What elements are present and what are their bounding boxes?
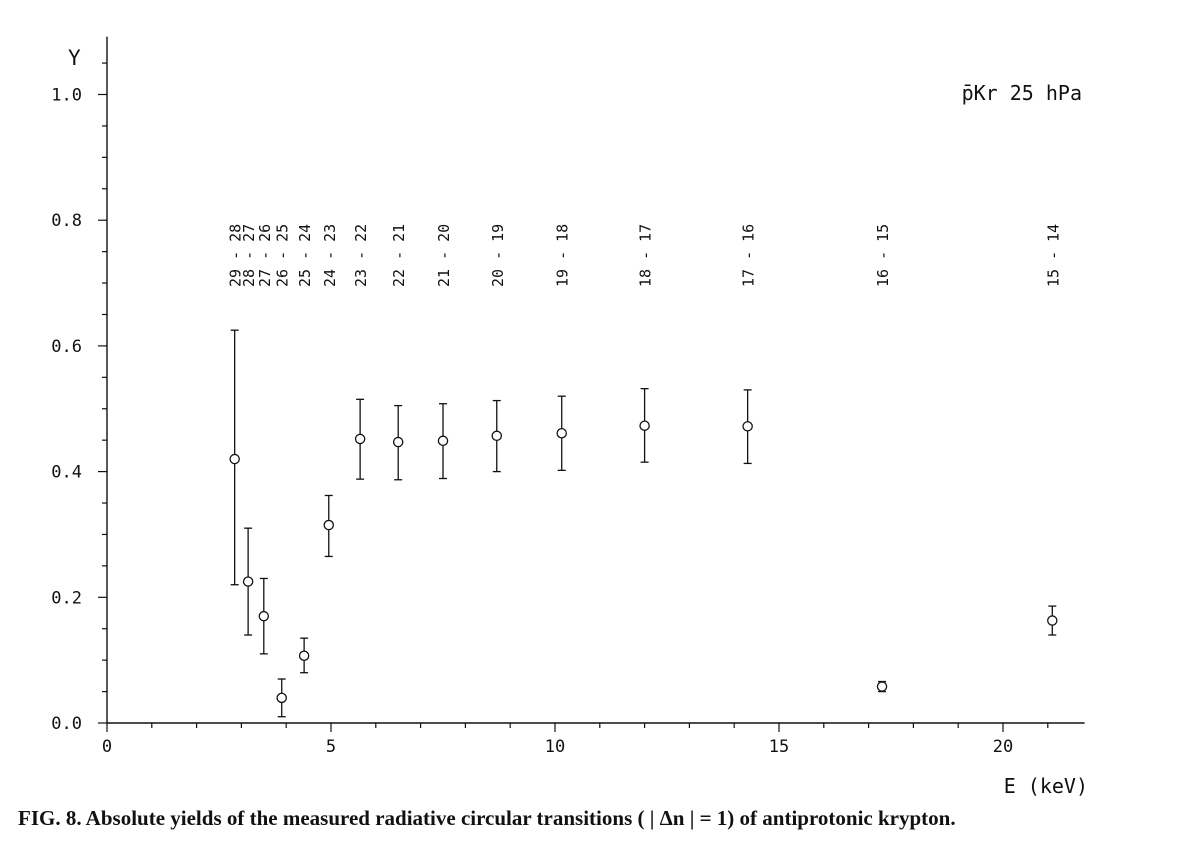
data-point	[1047, 605, 1058, 636]
y-tick-label: 1.0	[51, 86, 82, 106]
x-axis-label: E (keV)	[1004, 774, 1088, 798]
transition-label: 19 - 18	[554, 224, 572, 287]
annotation-label: p̄Kr 25 hPa	[962, 81, 1082, 105]
y-tick-label: 0.4	[51, 463, 82, 483]
data-point	[298, 637, 310, 674]
transition-label: 22 - 21	[390, 224, 408, 287]
transition-label: 17 - 16	[740, 224, 758, 287]
data-point	[742, 389, 753, 465]
y-axis-label: Y	[68, 46, 81, 70]
x-ticks: 0 5 10 15 20	[102, 723, 1049, 757]
transition-label: 24 - 23	[321, 224, 339, 287]
data-marker	[229, 453, 240, 465]
transition-label: 23 - 22	[352, 224, 370, 287]
data-point	[276, 678, 287, 718]
transition-label: 29 - 28	[227, 224, 245, 287]
data-point	[491, 399, 503, 473]
data-marker	[742, 421, 753, 432]
transition-label: 15 - 14	[1044, 224, 1062, 287]
y-tick-label: 0.8	[51, 211, 82, 231]
data-marker	[876, 681, 888, 692]
axes	[106, 36, 1085, 724]
x-tick-label: 20	[993, 737, 1013, 757]
transition-label: 16 - 15	[874, 224, 892, 287]
transition-label: 25 - 24	[296, 224, 314, 287]
transition-label: 21 - 20	[435, 224, 453, 287]
transition-label: 27 - 26	[256, 224, 274, 287]
data-point	[639, 387, 650, 463]
y-tick-label: 0.6	[51, 337, 82, 357]
transition-label: 28 - 27	[240, 224, 258, 287]
transition-label: 20 - 19	[489, 224, 507, 287]
data-marker	[392, 436, 404, 448]
data-point	[242, 527, 254, 636]
data-point	[556, 395, 567, 471]
y-tick-label: 0.2	[51, 588, 82, 608]
x-tick-label: 10	[545, 737, 565, 757]
data-marker	[639, 420, 650, 431]
data-marker	[323, 519, 335, 531]
data-point	[876, 680, 888, 693]
data-marker	[556, 428, 567, 439]
data-point	[392, 404, 404, 481]
data-marker	[437, 435, 449, 447]
data-marker	[298, 650, 310, 662]
transition-label: 26 - 25	[274, 224, 292, 287]
data-marker	[1047, 615, 1058, 626]
data-marker	[354, 433, 366, 445]
data-marker	[242, 576, 254, 587]
x-tick-label: 0	[102, 737, 112, 757]
data-point	[437, 403, 449, 480]
x-tick-label: 15	[769, 737, 789, 757]
data-marker	[276, 692, 287, 704]
data-point	[229, 329, 240, 586]
y-ticks: 0.0 0.2 0.4 0.6 0.8 1.0	[51, 62, 107, 734]
data-marker	[491, 430, 503, 442]
x-tick-label: 5	[326, 737, 336, 757]
y-tick-label: 0.0	[51, 714, 82, 734]
data-marker	[258, 610, 270, 622]
figure-caption: FIG. 8. Absolute yields of the measured …	[18, 806, 956, 830]
data-point	[258, 577, 270, 655]
transition-label: 18 - 17	[637, 224, 655, 287]
data-point	[354, 398, 366, 480]
data-points	[229, 329, 1058, 718]
data-point	[323, 494, 335, 558]
